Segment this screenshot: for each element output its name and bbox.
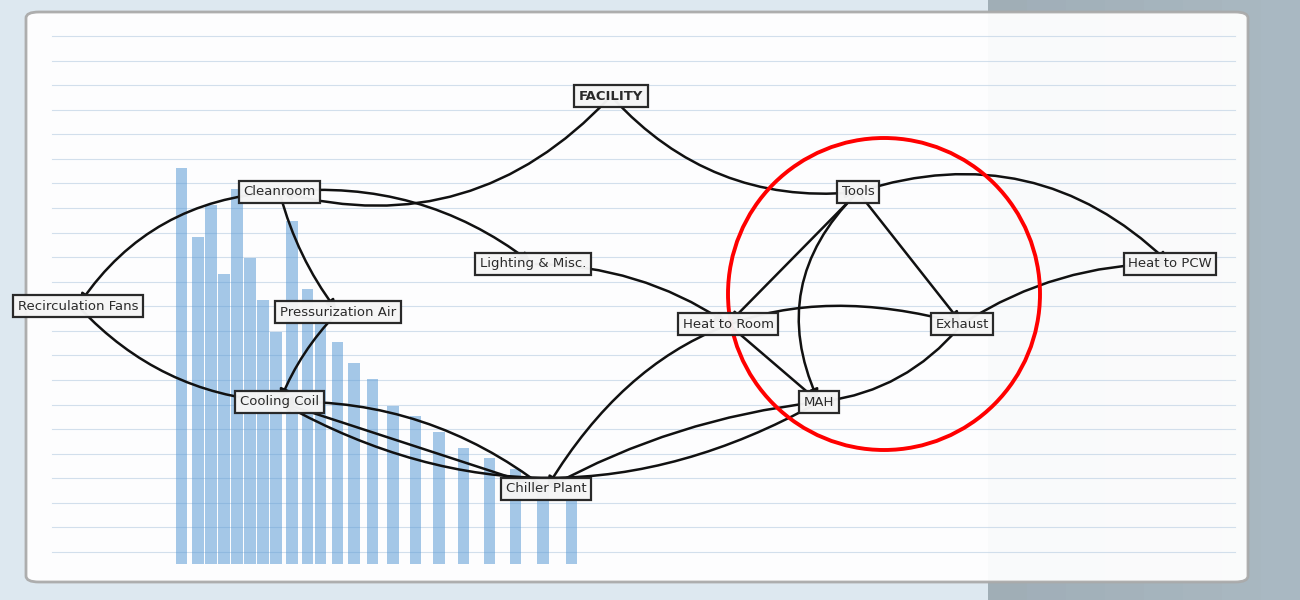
Bar — [988, 0, 1027, 600]
Bar — [510, 469, 521, 564]
Bar — [387, 406, 399, 564]
Text: Lighting & Misc.: Lighting & Misc. — [480, 257, 586, 271]
Bar — [302, 289, 313, 564]
Bar — [348, 364, 360, 564]
Bar — [988, 0, 1300, 600]
Bar — [192, 236, 204, 564]
Bar — [1261, 0, 1300, 600]
Text: Cooling Coil: Cooling Coil — [240, 395, 318, 409]
Bar — [1066, 0, 1105, 600]
Bar — [433, 432, 445, 564]
Bar — [244, 258, 256, 564]
Bar — [566, 500, 577, 564]
Text: Tools: Tools — [841, 185, 875, 199]
Bar — [1222, 0, 1261, 600]
Bar — [410, 416, 421, 564]
Text: Heat to PCW: Heat to PCW — [1128, 257, 1212, 271]
Bar — [484, 458, 495, 564]
Text: Heat to Room: Heat to Room — [682, 317, 774, 331]
Bar — [1183, 0, 1222, 600]
Text: Pressurization Air: Pressurization Air — [280, 305, 396, 319]
Text: Exhaust: Exhaust — [935, 317, 989, 331]
Bar — [315, 316, 326, 564]
Bar — [1105, 0, 1144, 600]
Bar — [1027, 0, 1066, 600]
Bar — [270, 332, 282, 564]
Bar — [231, 189, 243, 564]
Text: Cleanroom: Cleanroom — [243, 185, 316, 199]
Bar — [205, 205, 217, 564]
Text: MAH: MAH — [803, 395, 835, 409]
Bar — [332, 342, 343, 564]
FancyBboxPatch shape — [26, 12, 1248, 582]
Bar — [176, 168, 187, 564]
Text: Recirculation Fans: Recirculation Fans — [18, 299, 138, 313]
Bar — [286, 221, 298, 564]
Bar — [367, 379, 378, 564]
Bar — [537, 485, 549, 564]
Bar — [1144, 0, 1183, 600]
Bar — [458, 448, 469, 564]
Text: FACILITY: FACILITY — [578, 89, 644, 103]
Bar — [257, 300, 269, 564]
Bar — [218, 274, 230, 564]
Text: Chiller Plant: Chiller Plant — [506, 482, 586, 496]
